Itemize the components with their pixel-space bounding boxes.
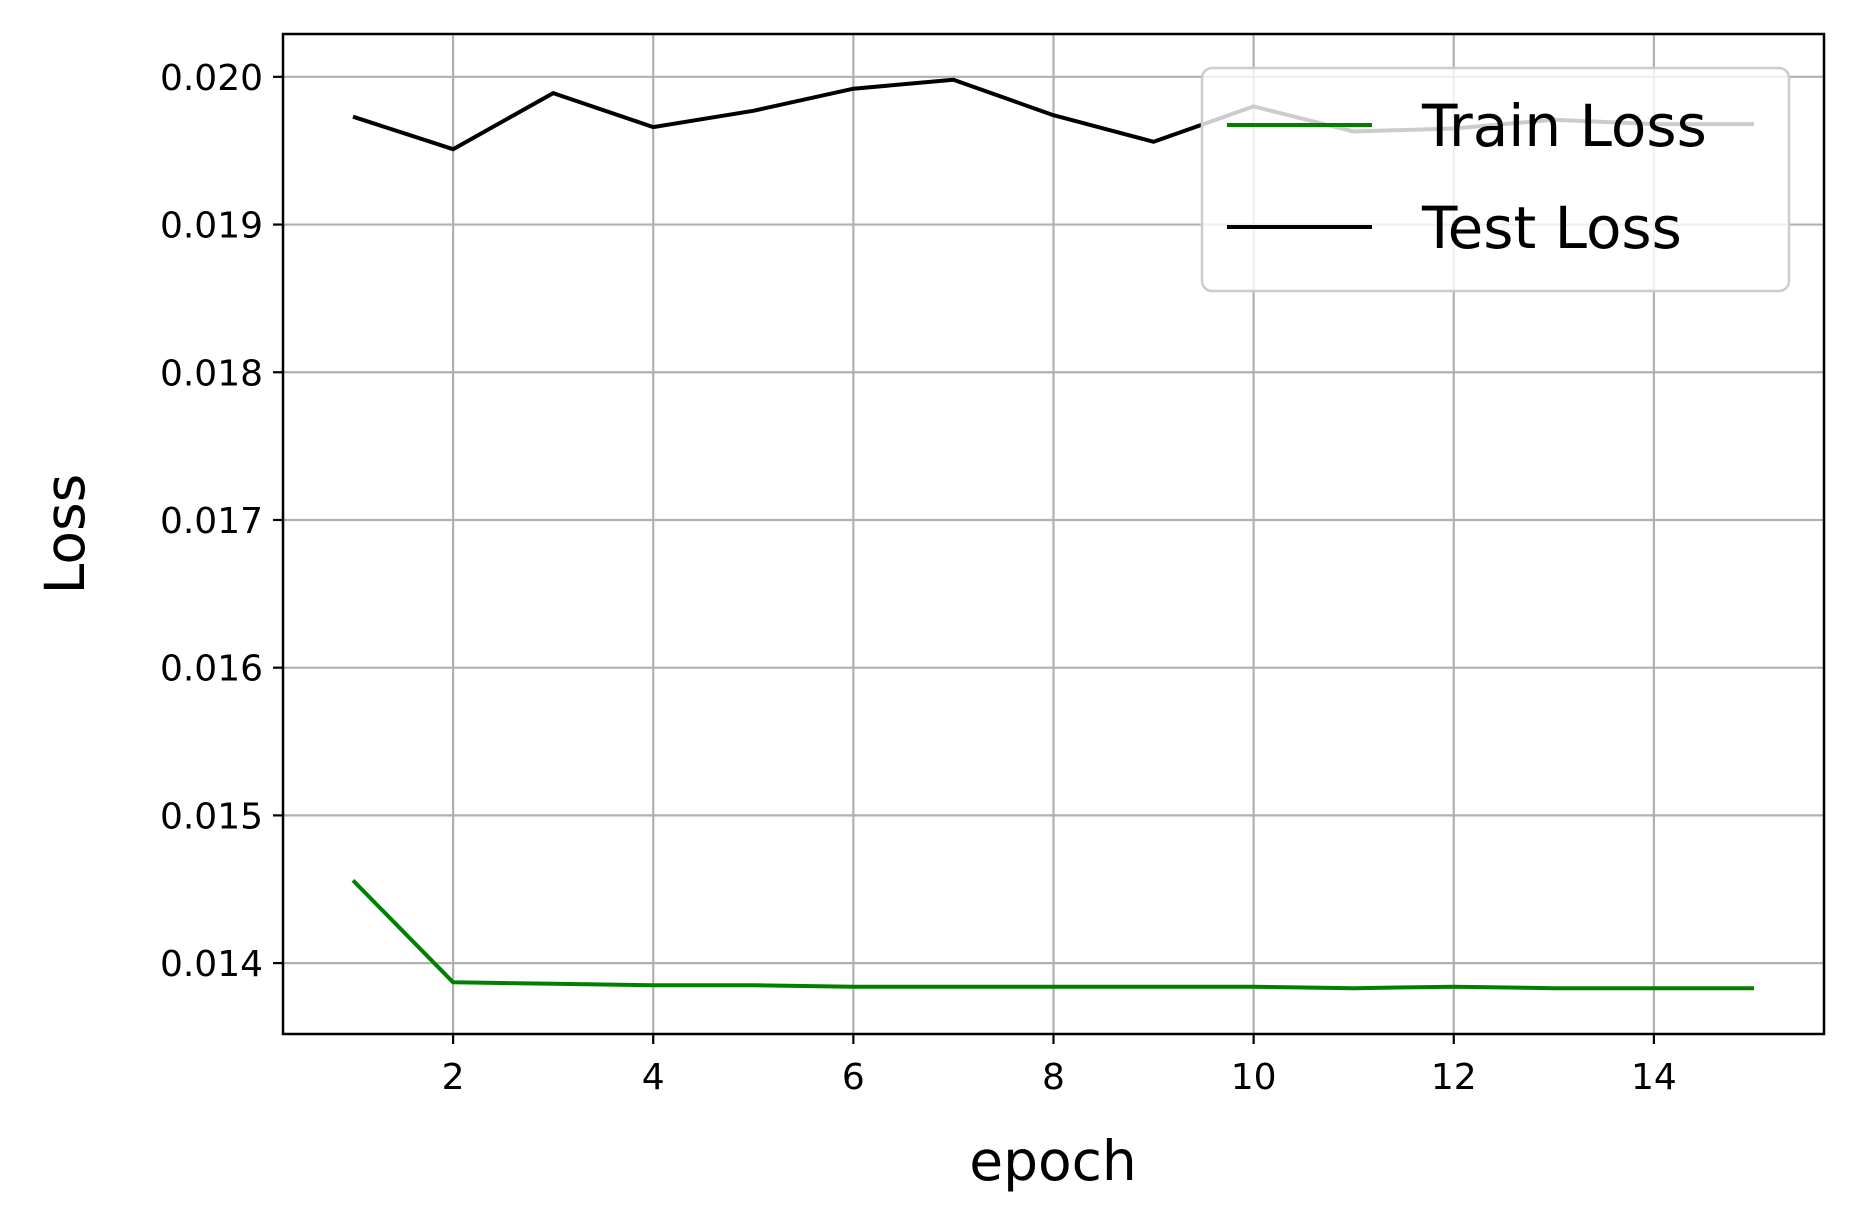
x-tick-label: 4 bbox=[642, 1057, 665, 1098]
y-tick-label: 0.020 bbox=[160, 58, 263, 99]
x-tick-label: 6 bbox=[842, 1057, 865, 1098]
axis-ticks: 2 4 6 8 10 12 14 0.014 0.015 0.016 0.017 0.018 0.019… bbox=[160, 58, 1677, 1098]
legend-label-1: Test Loss bbox=[1421, 194, 1682, 262]
x-tick-label: 12 bbox=[1431, 1057, 1477, 1098]
x-tick-label: 10 bbox=[1231, 1057, 1277, 1098]
y-axis-label: Loss bbox=[33, 474, 97, 595]
x-tick-label: 8 bbox=[1042, 1057, 1065, 1098]
y-tick-label: 0.017 bbox=[160, 501, 263, 542]
grid bbox=[283, 34, 1824, 1034]
x-axis-label: epoch bbox=[969, 1129, 1137, 1193]
y-tick-label: 0.018 bbox=[160, 353, 263, 394]
legend-label-0: Train Loss bbox=[1421, 92, 1707, 160]
y-tick-label: 0.014 bbox=[160, 944, 263, 985]
series-line-0 bbox=[351, 878, 1754, 991]
x-tick-label: 14 bbox=[1631, 1057, 1677, 1098]
y-tick-label: 0.016 bbox=[160, 649, 263, 690]
y-tick-label: 0.015 bbox=[160, 796, 263, 837]
legend: Train Loss Test Loss bbox=[1200, 66, 1791, 293]
x-tick-label: 2 bbox=[442, 1057, 465, 1098]
y-tick-label: 0.019 bbox=[160, 206, 263, 247]
